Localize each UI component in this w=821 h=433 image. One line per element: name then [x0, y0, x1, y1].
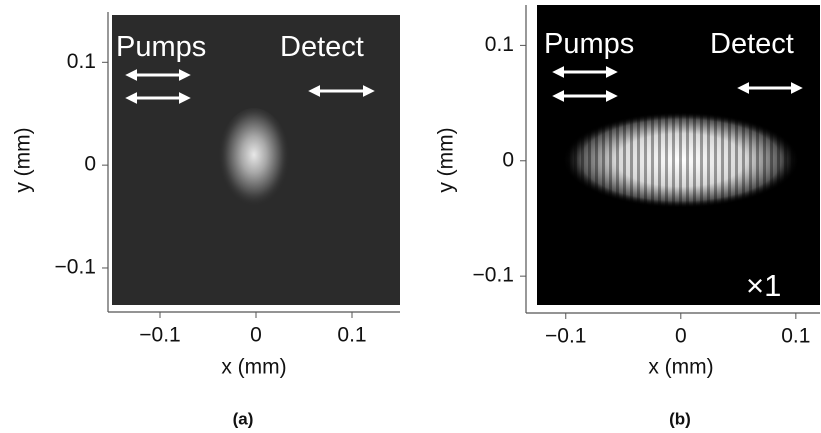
x-tick-label: 0	[675, 325, 687, 348]
x-tick-label: −0.1	[139, 324, 180, 347]
intensity-blob	[218, 108, 290, 212]
y-tick-label: 0	[502, 148, 514, 171]
annotation: ×1	[746, 268, 781, 303]
x-tick-label: 0.1	[781, 325, 810, 348]
annotation: Detect	[710, 28, 794, 60]
y-axis-label: y (mm)	[12, 127, 35, 192]
caption: (a)	[233, 409, 254, 428]
y-tick-label: −0.1	[473, 264, 514, 287]
x-tick-label: −0.1	[545, 325, 586, 348]
y-tick-label: 0.1	[485, 33, 514, 56]
x-tick-label: 0	[250, 324, 262, 347]
y-axis-label: y (mm)	[435, 127, 458, 192]
annotation: Pumps	[116, 31, 206, 63]
fringes	[563, 112, 799, 208]
x-tick-label: 0.1	[337, 324, 366, 347]
y-tick-label: 0	[84, 153, 96, 176]
x-axis-label: x (mm)	[648, 356, 713, 379]
y-tick-label: 0.1	[67, 50, 96, 73]
x-axis-label: x (mm)	[221, 356, 286, 379]
annotation: Detect	[280, 31, 364, 63]
annotation: Pumps	[544, 28, 634, 60]
y-tick-label: −0.1	[55, 256, 96, 279]
caption: (b)	[669, 409, 691, 428]
